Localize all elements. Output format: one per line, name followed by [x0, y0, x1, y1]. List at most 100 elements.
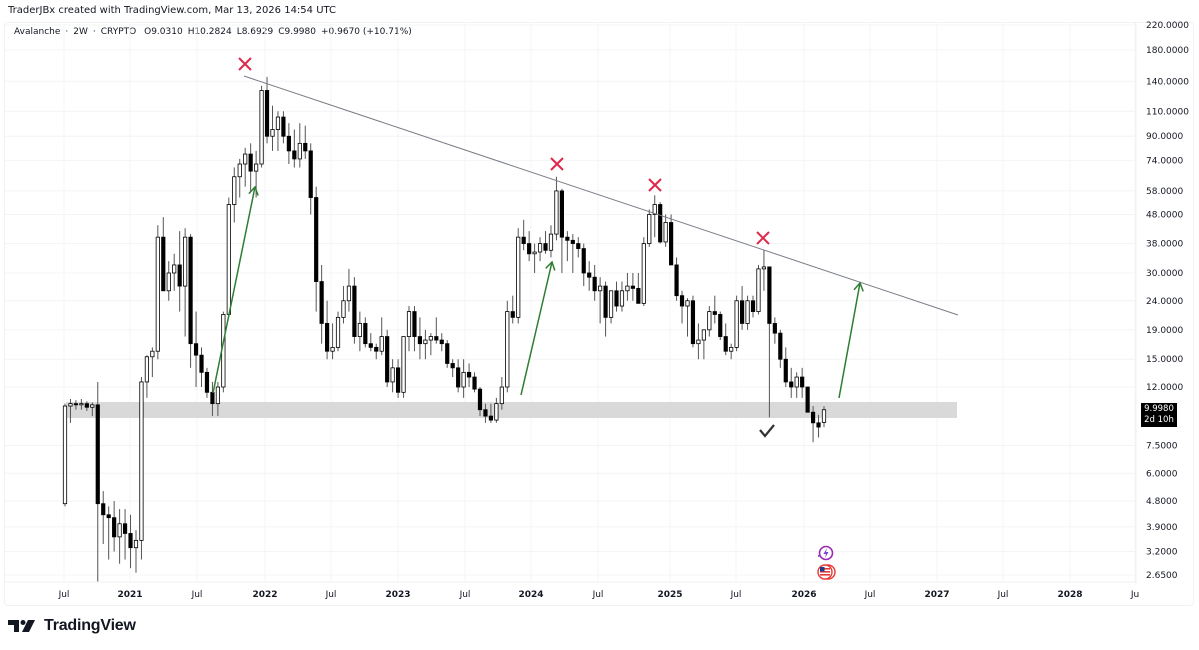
candle-body	[412, 311, 417, 337]
candle-body	[106, 514, 111, 519]
candle-body	[434, 336, 439, 341]
trendline[interactable]	[243, 75, 959, 316]
candle-body	[374, 346, 379, 352]
candle-body	[259, 90, 264, 165]
legend-low: L8.6929	[236, 27, 274, 37]
candle-body	[341, 300, 346, 318]
candle-body	[537, 243, 543, 253]
x-mark-icon[interactable]	[550, 157, 564, 171]
candle-body	[95, 404, 100, 505]
candle-body	[325, 323, 330, 352]
time-tick-label: 2026	[791, 590, 816, 600]
x-mark-icon[interactable]	[648, 178, 662, 192]
event-icons[interactable]	[815, 544, 837, 588]
candle-body	[565, 236, 570, 241]
price-tick-label: 24.0000	[1146, 297, 1183, 307]
candle-body	[379, 336, 384, 352]
candle-body	[314, 197, 319, 282]
price-tick-label: 19.0000	[1146, 326, 1183, 336]
candle-body	[740, 300, 745, 324]
price-tick-label: 180.0000	[1146, 46, 1189, 56]
candle-body	[636, 288, 641, 304]
price-tick-label: 3.9000	[1146, 523, 1178, 533]
candle-body	[696, 339, 701, 345]
candle-body	[674, 264, 679, 297]
lightning-event-icon[interactable]	[817, 545, 834, 561]
time-tick-label: Jul	[325, 590, 337, 600]
price-tick-label: 90.0000	[1146, 132, 1183, 142]
price-chart[interactable]: 220.0000 180.0000 140.0000 110.0000 90.0000 7…	[0, 0, 1199, 610]
time-tick-label: 2022	[252, 590, 277, 600]
candle-body	[264, 90, 270, 137]
candle-body	[439, 339, 444, 345]
arrow-up-icon[interactable]	[838, 281, 864, 399]
candle-body	[619, 290, 625, 307]
candle-body	[603, 285, 608, 318]
candle-body	[587, 272, 592, 278]
candle-body	[499, 386, 504, 405]
candle-body	[390, 367, 395, 383]
candle-body	[581, 248, 586, 274]
legend-symbol[interactable]: Avalanche	[14, 27, 61, 37]
candle-body	[248, 153, 253, 172]
candle-body	[647, 214, 652, 244]
x-mark-icon[interactable]	[756, 231, 770, 245]
support-zone[interactable]	[66, 402, 957, 418]
x-mark-icon[interactable]	[238, 57, 252, 71]
bounce-arrows[interactable]	[212, 185, 864, 399]
candle-body	[215, 386, 220, 405]
candle-body	[172, 264, 177, 274]
candle-body	[417, 336, 423, 345]
candle-body	[281, 116, 286, 137]
candle-body	[73, 403, 79, 406]
candle-body	[68, 403, 73, 407]
candle-body	[494, 403, 499, 421]
price-tick-label: 12.0000	[1146, 383, 1183, 393]
price-tick-label: 2.6500	[1146, 571, 1178, 581]
candle-body	[472, 376, 477, 390]
legend-interval[interactable]: 2W	[73, 27, 88, 37]
legend-open: O9.0310	[144, 27, 183, 37]
candle-body	[483, 409, 488, 417]
candle-body	[516, 236, 521, 318]
candle-body	[576, 243, 581, 249]
check-mark-icon[interactable]	[759, 424, 775, 438]
candle-body	[685, 300, 690, 307]
price-tick-label: 4.8000	[1146, 497, 1178, 507]
candle-body	[669, 222, 674, 266]
chart-caption: TraderJBx created with TradingView.com, …	[8, 5, 337, 16]
arrow-up-icon[interactable]	[520, 260, 556, 396]
candle-body	[150, 350, 155, 358]
candle-body	[199, 354, 204, 373]
price-tick-label: 48.0000	[1146, 210, 1183, 220]
price-tick-label: 30.0000	[1146, 269, 1183, 279]
candle-body	[183, 236, 188, 287]
tradingview-logo[interactable]: TradingView	[8, 617, 136, 635]
candle-body	[346, 285, 352, 302]
candle-body	[548, 233, 554, 251]
symbol-legend: Avalanche · 2W · CRYPTO O9.0310 H10.2824 L8.69…	[14, 27, 417, 37]
candle-body	[395, 367, 401, 393]
candle-body	[62, 405, 68, 505]
time-tick-label: Jul	[58, 590, 70, 600]
chart-pane[interactable]	[4, 22, 1194, 606]
rejection-x-marks[interactable]	[238, 57, 770, 245]
arrow-up-icon[interactable]	[212, 185, 259, 394]
candle-body	[559, 190, 564, 238]
time-tick-label: 2024	[518, 590, 543, 600]
candle-body	[243, 153, 248, 165]
price-axis[interactable]: 220.0000 180.0000 140.0000 110.0000 90.0000 7…	[1135, 21, 1189, 585]
us-flag-economic-event-icon[interactable]	[817, 564, 836, 580]
time-axis[interactable]: Jul 2021 Jul 2022 Jul 2023 Jul 2024 Jul 2025 Jul 20…	[5, 581, 1139, 600]
candle-body	[461, 371, 466, 388]
candle-body	[521, 236, 526, 244]
candle-body	[778, 332, 783, 360]
time-tick-label: 2027	[924, 590, 949, 600]
time-tick-label: Jul	[864, 590, 876, 600]
time-tick-label: Jul	[730, 590, 742, 600]
candle-body	[783, 358, 788, 383]
candle-body	[406, 311, 412, 337]
legend-change: +0.9670 (+10.71%)	[320, 27, 412, 37]
candle-body	[297, 142, 302, 160]
candle-body	[357, 323, 362, 337]
